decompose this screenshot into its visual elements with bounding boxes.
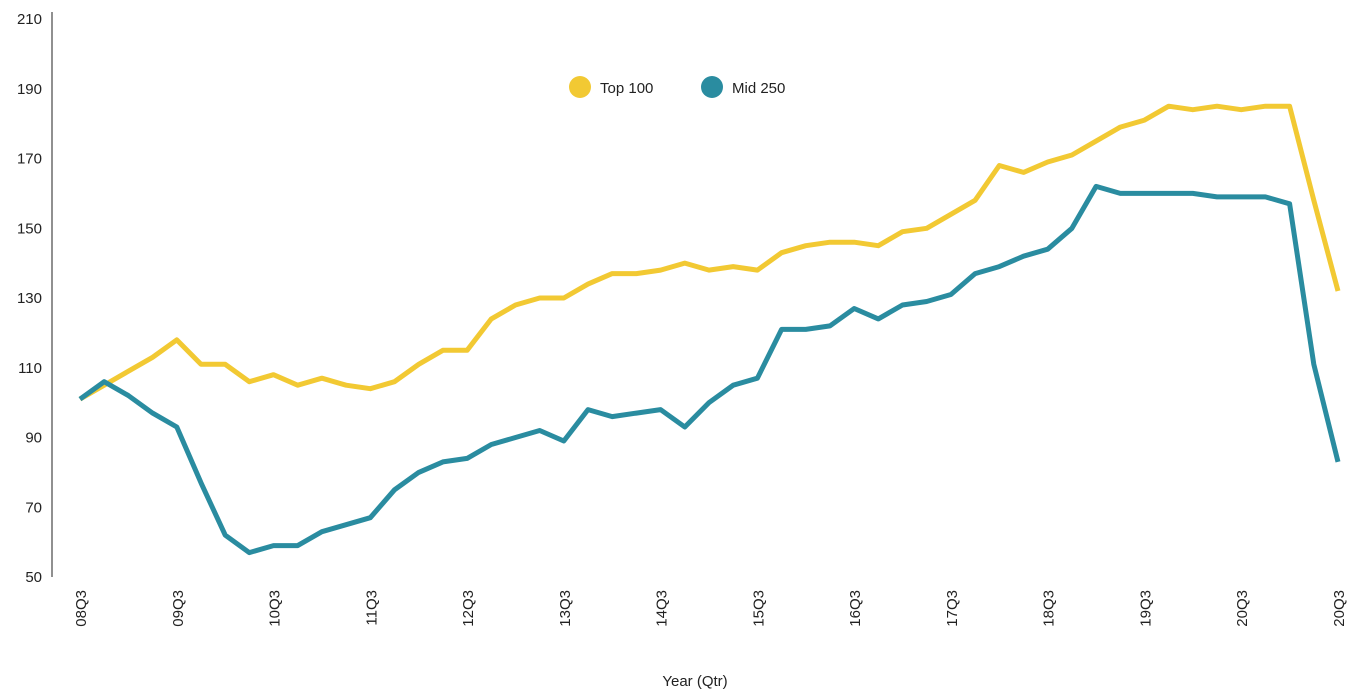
x-tick-label: 16Q3 <box>847 590 864 627</box>
x-tick-label: 09Q3 <box>170 590 187 627</box>
y-tick-label: 50 <box>25 569 42 586</box>
x-tick-label: 14Q3 <box>654 590 671 627</box>
y-tick-label: 190 <box>17 81 42 98</box>
series-line <box>78 183 1341 556</box>
y-tick-label: 210 <box>17 11 42 28</box>
y-tick-label: 70 <box>25 499 42 516</box>
legend-label: Top 100 <box>600 80 653 97</box>
x-tick-label: 15Q3 <box>750 590 767 627</box>
y-tick-label: 110 <box>18 360 42 377</box>
x-tick-label: 08Q3 <box>73 590 90 627</box>
legend-label: Mid 250 <box>732 80 785 97</box>
x-tick-label: 20Q3 <box>1331 590 1348 627</box>
y-tick-label: 90 <box>25 430 42 447</box>
x-tick-label: 18Q3 <box>1041 590 1058 627</box>
legend-marker <box>569 76 591 98</box>
x-tick-label: 19Q3 <box>1137 590 1154 627</box>
x-tick-label: 13Q3 <box>557 590 574 627</box>
x-tick-label: 17Q3 <box>944 590 961 627</box>
legend-marker <box>701 76 723 98</box>
y-tick-label: 170 <box>17 151 42 168</box>
y-tick-label: 150 <box>17 220 42 237</box>
x-tick-label: 12Q3 <box>460 590 477 627</box>
x-tick-label: 11Q3 <box>363 590 380 626</box>
series-line <box>78 103 1341 402</box>
x-axis-label: Year (Qtr) <box>662 673 727 690</box>
y-tick-label: 130 <box>17 290 42 307</box>
x-tick-label: 20Q3 <box>1234 590 1251 627</box>
x-tick-label: 10Q3 <box>267 590 284 627</box>
